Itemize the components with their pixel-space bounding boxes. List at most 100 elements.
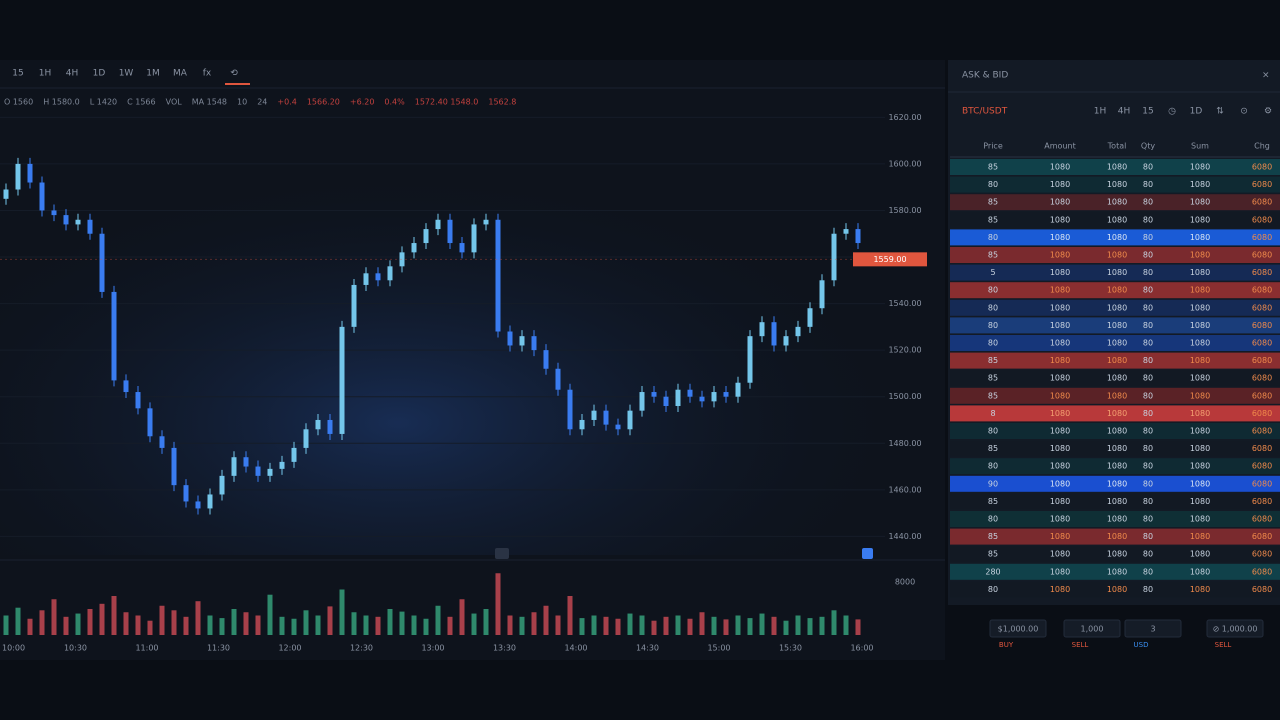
- footer-button[interactable]: [1063, 619, 1121, 638]
- order-cell: 6080: [1252, 356, 1272, 365]
- candle-body: [795, 326, 801, 337]
- volume-bar: [807, 618, 813, 635]
- order-row[interactable]: [950, 352, 1280, 369]
- toolbar-item[interactable]: fx: [203, 69, 212, 79]
- toolbar-icon[interactable]: ⇅: [1216, 107, 1224, 117]
- order-row[interactable]: [950, 511, 1280, 527]
- x-tick-label: 16:00: [850, 644, 873, 653]
- toolbar-item[interactable]: ⟲: [230, 69, 238, 79]
- order-row[interactable]: [950, 475, 1280, 492]
- order-row[interactable]: [950, 546, 1280, 563]
- order-row[interactable]: [950, 370, 1280, 387]
- order-cell: 1080: [1050, 427, 1070, 436]
- footer-button[interactable]: [1124, 619, 1182, 638]
- order-row[interactable]: [950, 423, 1280, 439]
- toolbar-item[interactable]: 1M: [146, 69, 160, 79]
- order-row[interactable]: [950, 159, 1280, 175]
- candle-body: [519, 336, 525, 346]
- volume-bar: [279, 616, 285, 635]
- candle-body: [171, 447, 177, 486]
- order-cell: 6080: [1252, 462, 1272, 471]
- order-row[interactable]: [950, 194, 1280, 211]
- order-cell: 80: [1143, 515, 1153, 524]
- order-row[interactable]: [950, 264, 1280, 281]
- volume-bar: [555, 615, 561, 635]
- order-cell: 6080: [1252, 339, 1272, 348]
- order-cell: 80: [1143, 303, 1153, 312]
- order-cell: 1080: [1107, 303, 1127, 312]
- order-row[interactable]: [950, 335, 1280, 351]
- toolbar-icon[interactable]: 15: [1142, 107, 1153, 117]
- order-cell: 1080: [1050, 479, 1070, 488]
- order-row[interactable]: [950, 493, 1280, 510]
- candle-body: [627, 410, 633, 430]
- order-row[interactable]: [950, 387, 1280, 404]
- toolbar-item[interactable]: 4H: [66, 69, 79, 79]
- x-tick-label: 12:30: [350, 644, 373, 653]
- order-cell: 1080: [1107, 427, 1127, 436]
- volume-bar: [771, 616, 777, 635]
- toolbar-icon[interactable]: ◷: [1168, 107, 1176, 117]
- volume-bar: [135, 615, 141, 635]
- toolbar-item[interactable]: 15: [12, 69, 23, 79]
- y-tick-label: 1620.00: [888, 113, 921, 122]
- order-cell: 1080: [1107, 233, 1127, 242]
- order-row[interactable]: [950, 581, 1280, 598]
- order-row[interactable]: [950, 299, 1280, 316]
- order-row[interactable]: [950, 458, 1280, 475]
- toolbar-icon[interactable]: ⊙: [1240, 107, 1248, 117]
- candle-body: [231, 457, 237, 476]
- volume-bar: [123, 612, 129, 635]
- order-cell: 1080: [1190, 198, 1210, 207]
- toolbar-icon[interactable]: 4H: [1118, 107, 1131, 117]
- candle-body: [459, 243, 465, 253]
- volume-bar: [483, 609, 489, 635]
- toolbar-icon[interactable]: 1H: [1094, 107, 1107, 117]
- candle-body: [135, 392, 141, 409]
- y-tick-label: 1600.00: [888, 159, 921, 168]
- order-cell: 1080: [1107, 585, 1127, 594]
- range-handle[interactable]: [495, 548, 509, 559]
- toolbar-icon[interactable]: 1D: [1190, 107, 1203, 117]
- candle-body: [303, 429, 309, 448]
- volume-bar: [843, 615, 849, 635]
- candle-body: [771, 322, 777, 346]
- order-row[interactable]: [950, 247, 1280, 263]
- volume-bar: [627, 613, 633, 635]
- order-row[interactable]: [950, 211, 1280, 228]
- volume-bar: [363, 615, 369, 635]
- toolbar-item[interactable]: 1H: [39, 69, 52, 79]
- candle-body: [423, 229, 429, 244]
- order-row[interactable]: [950, 563, 1280, 580]
- order-cell: 1080: [1107, 268, 1127, 277]
- candle-body: [279, 461, 285, 469]
- volume-bar: [675, 615, 681, 635]
- footer-button[interactable]: [989, 619, 1047, 638]
- order-row[interactable]: [950, 440, 1280, 457]
- order-cell: 80: [988, 462, 998, 471]
- toolbar-item[interactable]: 1W: [119, 69, 134, 79]
- order-cell: 1080: [1050, 321, 1070, 330]
- range-handle[interactable]: [862, 548, 873, 559]
- order-row[interactable]: [950, 317, 1280, 334]
- order-row[interactable]: [950, 229, 1280, 246]
- order-row[interactable]: [950, 405, 1280, 422]
- x-tick-label: 15:00: [707, 644, 730, 653]
- order-row[interactable]: [950, 282, 1280, 299]
- toolbar-item[interactable]: MA: [173, 69, 188, 79]
- order-row[interactable]: [950, 528, 1280, 545]
- footer-button[interactable]: [1206, 619, 1264, 638]
- candle-body: [351, 284, 357, 327]
- column-header: Total: [1107, 142, 1127, 151]
- order-row[interactable]: [950, 176, 1280, 193]
- toolbar-icon[interactable]: ⚙: [1264, 107, 1272, 117]
- volume-bar: [63, 616, 69, 635]
- volume-bar: [531, 612, 537, 635]
- order-cell: 80: [1143, 268, 1153, 277]
- order-cell: 8: [990, 409, 995, 418]
- indicator-text: 24: [257, 98, 267, 107]
- close-button[interactable]: ×: [1262, 71, 1270, 81]
- order-cell: 1080: [1107, 479, 1127, 488]
- toolbar-item[interactable]: 1D: [93, 69, 106, 79]
